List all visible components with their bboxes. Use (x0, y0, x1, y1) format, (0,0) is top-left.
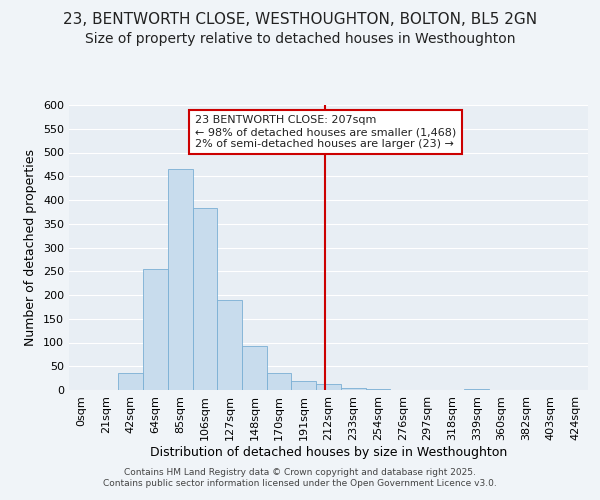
Bar (464, 389, 489, 390)
Bar (217, 300, 242, 390)
Bar (168, 169, 193, 390)
Bar (267, 374, 292, 390)
Y-axis label: Number of detached properties: Number of detached properties (25, 149, 37, 346)
Text: Size of property relative to detached houses in Westhoughton: Size of property relative to detached ho… (85, 32, 515, 46)
X-axis label: Distribution of detached houses by size in Westhoughton: Distribution of detached houses by size … (150, 446, 507, 458)
Bar (292, 382, 316, 390)
Bar (242, 346, 267, 390)
Bar (193, 208, 217, 390)
Bar (316, 384, 341, 390)
Text: 23 BENTWORTH CLOSE: 207sqm
← 98% of detached houses are smaller (1,468)
2% of se: 23 BENTWORTH CLOSE: 207sqm ← 98% of deta… (195, 116, 456, 148)
Text: Contains HM Land Registry data © Crown copyright and database right 2025.
Contai: Contains HM Land Registry data © Crown c… (103, 468, 497, 487)
Text: 23, BENTWORTH CLOSE, WESTHOUGHTON, BOLTON, BL5 2GN: 23, BENTWORTH CLOSE, WESTHOUGHTON, BOLTO… (63, 12, 537, 28)
Bar (341, 388, 365, 390)
Bar (365, 389, 390, 390)
Bar (143, 269, 168, 390)
Bar (118, 374, 143, 390)
